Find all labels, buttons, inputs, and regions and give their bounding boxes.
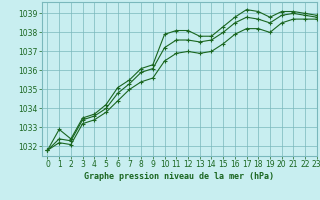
X-axis label: Graphe pression niveau de la mer (hPa): Graphe pression niveau de la mer (hPa) (84, 172, 274, 181)
